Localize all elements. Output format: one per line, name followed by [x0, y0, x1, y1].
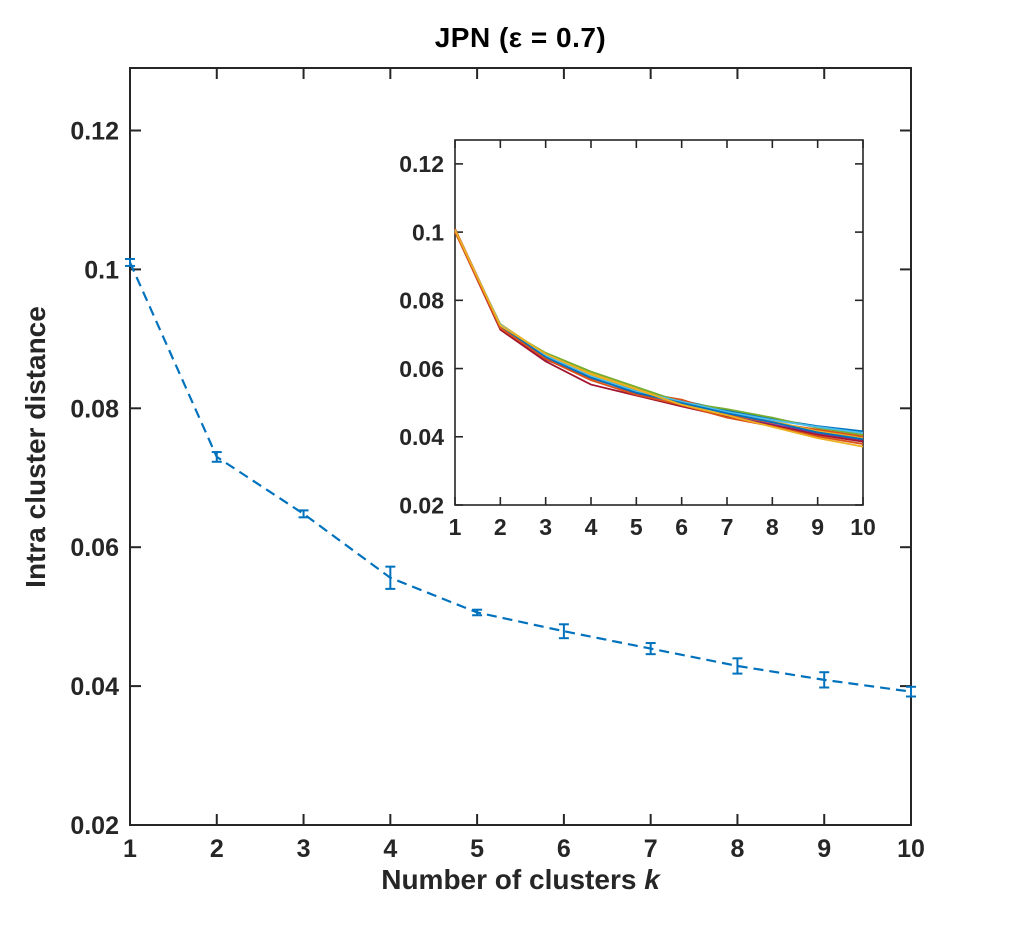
main-axes-x-tick-label: 5 — [470, 835, 484, 863]
main-axes-x-tick-label: 1 — [123, 835, 137, 863]
x-axis-label-text: Number of clusters — [381, 864, 637, 895]
inset-series-run-10 — [454, 229, 864, 448]
inset-axes-y-tick-label: 0.02 — [399, 492, 444, 518]
main-axes-y-tick-label: 0.12 — [70, 118, 119, 146]
inset-axes-x-tick-label: 3 — [539, 514, 552, 540]
main-axes-x-tick-label: 3 — [297, 835, 311, 863]
main-axes-x-tick-label: 4 — [383, 835, 397, 863]
main-axes-y-tick-label: 0.04 — [70, 673, 119, 701]
inset-axes-x-tick-label: 5 — [630, 514, 643, 540]
inset-axes-x-tick-label: 1 — [449, 514, 462, 540]
inset-axes-x-tick-label: 4 — [585, 514, 598, 540]
x-axis-label-variable: k — [644, 864, 660, 895]
x-axis-label: Number of clusters k — [130, 864, 911, 896]
inset-series-run-7 — [454, 231, 864, 443]
main-axes-x-tick-label: 2 — [210, 835, 224, 863]
main-axes-y-tick-label: 0.1 — [84, 256, 119, 284]
inset-axes-y-tick-label: 0.06 — [399, 356, 444, 382]
main-series-mean-intra-cluster-distance — [125, 257, 916, 698]
main-axes-y-tick-label: 0.06 — [70, 534, 119, 562]
inset-axes-y-tick-label: 0.12 — [399, 151, 444, 177]
chart-title: JPN (ε = 0.7) — [434, 22, 607, 53]
inset-series-run-9 — [454, 231, 864, 445]
main-axes-y-tick-label: 0.08 — [70, 395, 119, 423]
inset-series-group — [454, 228, 864, 448]
inset-axes-y-tick-label: 0.04 — [399, 424, 444, 450]
inset-axes-x-tick-label: 7 — [721, 514, 734, 540]
inset-axes-y-tick-label: 0.1 — [412, 219, 444, 245]
inset-axes-x-tick-label: 8 — [766, 514, 779, 540]
main-axes-x-tick-label: 8 — [730, 835, 744, 863]
inset-axes: 1 2 3 4 5 6 7 8 9 10 0.02 0.04 0.06 0.08 0.1 0.12 — [399, 139, 876, 540]
inset-axes-x-tick-label: 6 — [675, 514, 688, 540]
main-axes-x-tick-label: 7 — [644, 835, 658, 863]
main-axes-x-tick-label: 6 — [557, 835, 571, 863]
inset-axes-y-tick-label: 0.08 — [399, 288, 444, 314]
main-axes-y-tick-label: 0.02 — [70, 812, 119, 840]
y-axis-label: Intra cluster distance — [20, 306, 51, 588]
inset-axes-x-tick-label: 10 — [850, 514, 876, 540]
mean-line — [128, 262, 912, 693]
inset-axes-x-tick-label: 9 — [811, 514, 824, 540]
main-axes-x-tick-label: 9 — [817, 835, 831, 863]
inset-axes-x-tick-label: 2 — [494, 514, 507, 540]
main-axes-x-tick-label: 10 — [897, 835, 925, 863]
